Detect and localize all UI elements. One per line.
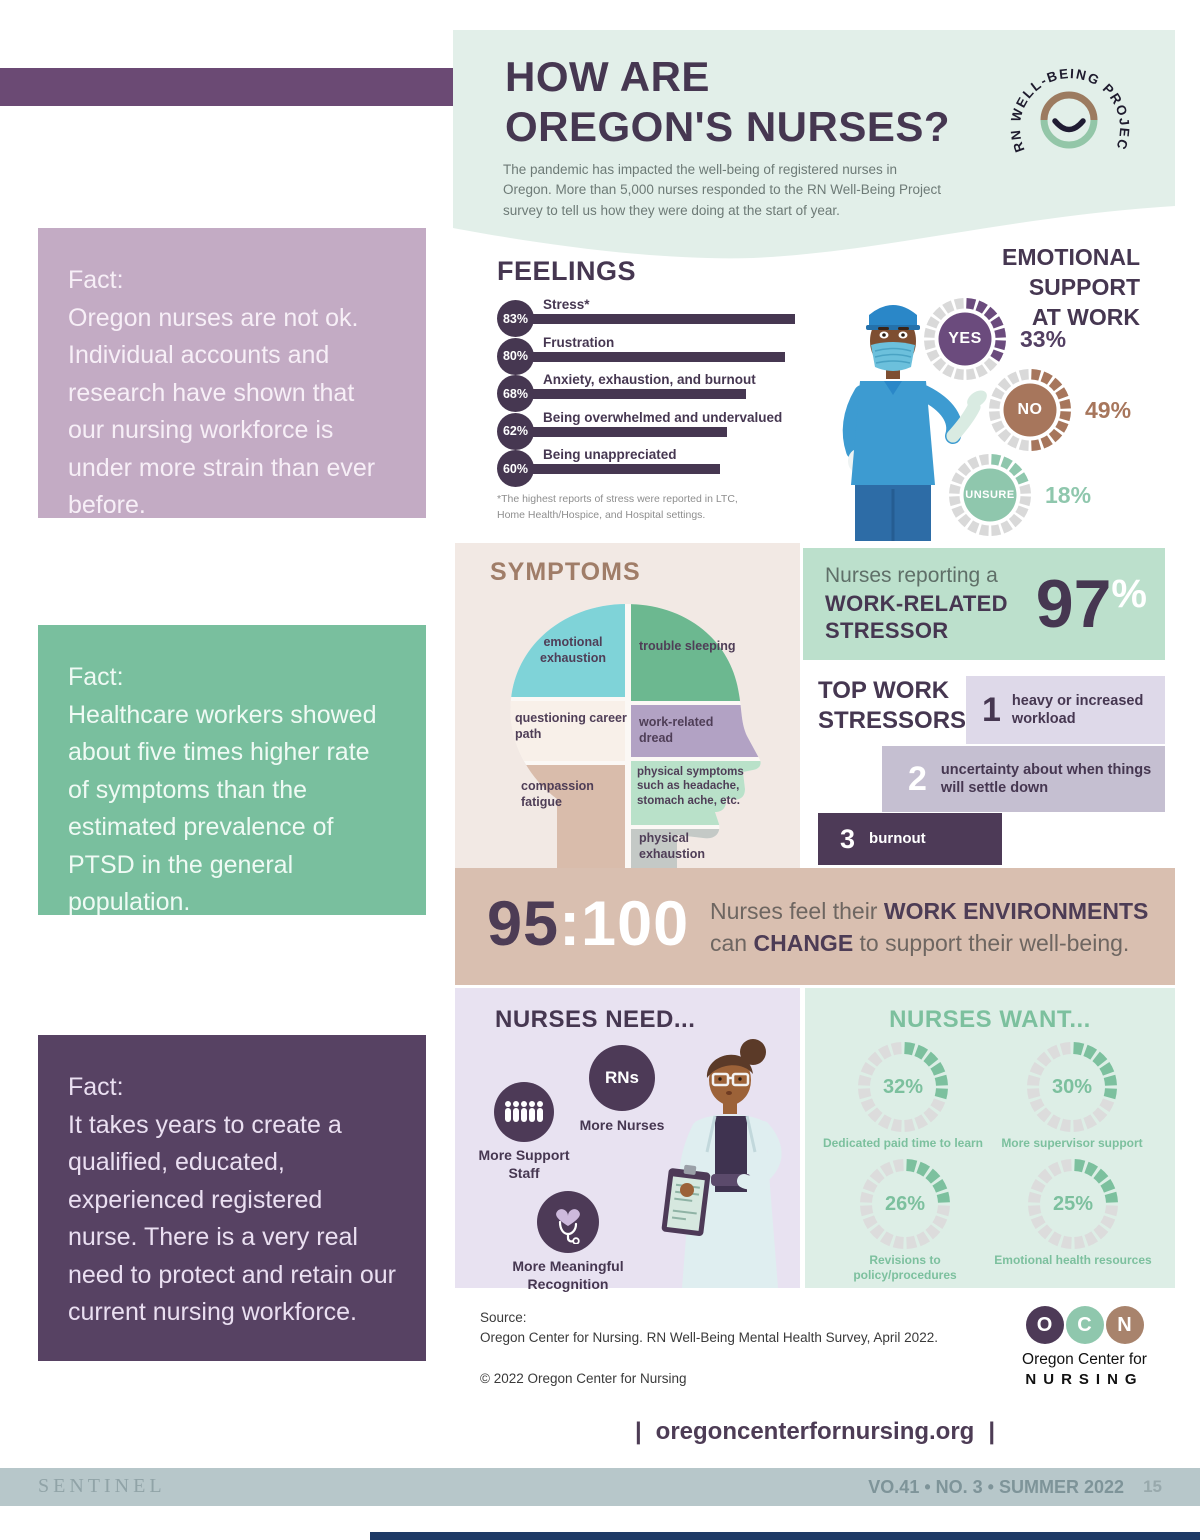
symptoms-panel: SYMPTOMS emotion [455,543,800,868]
symptom-label: questioning career path [515,711,627,741]
header-background [453,30,1175,262]
feelings-heading: FEELINGS [497,256,637,286]
symptom-label: physical symptoms such as headache, stom… [637,766,744,807]
feeling-row: Stress* 83% [497,297,817,337]
feeling-row: Anxiety, exhaustion, and burnout 68% [497,372,817,413]
ocn-letter-o: O [1025,1306,1064,1344]
male-nurse-illustration [798,293,988,541]
emotional-support-heading: EMOTIONAL SUPPORT AT WORK [1002,244,1140,330]
website-url: | oregoncenterfornursing.org | [634,1418,996,1445]
fact-text: Healthcare workers showed about five tim… [68,700,377,917]
symptom-label: trouble sleeping [639,639,736,653]
page-title: HOW ARE OREGON'S NURSES? [505,52,950,153]
symptom-label: compassion fatigue [521,779,594,809]
fact-label: Fact: [68,266,124,294]
ocn-logo: O C N Oregon Center for NURSING [1002,1306,1167,1388]
page-title-line1: HOW ARE [505,53,710,100]
nurses-need-heading: NURSES NEED... [495,1006,696,1033]
people-icon [505,1101,543,1122]
stressor-stat-bold1: WORK-RELATED [825,590,1008,616]
rn-wellbeing-project-logo-icon: RN WELL-BEING PROJECT [993,28,1140,182]
ratio-statement: Nurses feel their WORK ENVIRONMENTS can … [710,898,1149,957]
want-stat-policy-revisions: 26% Revisions to policy/procedures [820,1158,990,1283]
stressor-stat-bold2: STRESSOR [825,618,949,644]
feeling-row: Being overwhelmed and undervalued 62% [497,410,817,450]
fact-text: It takes years to create a qualified, ed… [68,1110,397,1327]
fact-box-2: Fact: Healthcare workers showed about fi… [38,625,426,916]
source-line: Oregon Center for Nursing. RN Well-Being… [480,1330,938,1346]
ratio-value: 95:100 [487,889,690,959]
heart-stethoscope-icon [556,1209,580,1244]
ocn-name-line2: NURSING [1025,1371,1144,1388]
top-work-stressors-heading: TOP WORK STRESSORS [818,677,967,734]
magazine-name: SENTINEL [38,1475,166,1497]
stressor-item-1: 1 heavy or increased workload [966,676,1165,744]
support-staff-icon [494,1082,554,1142]
issue-info: VO.41 • NO. 3 • SUMMER 2022 [868,1477,1124,1497]
feelings-footnote: *The highest reports of stress were repo… [497,493,738,521]
source-block: Source: Oregon Center for Nursing. RN We… [480,1308,938,1389]
symptoms-head-diagram: emotional exhaustion trouble sleeping qu… [465,595,795,868]
ocn-letter-c: C [1065,1306,1104,1344]
copyright: © 2022 Oregon Center for Nursing [480,1370,687,1386]
decorative-bottom-bar [370,1532,1200,1540]
stressor-item-3: 3 burnout [818,813,1002,865]
support-donut-yes: YES 33% [923,297,1066,381]
ocn-name-line1: Oregon Center for [1022,1351,1147,1368]
page-number: 15 [1143,1477,1162,1496]
feelings-bar-chart: Stress* 83% Frustration 80% Anxiety, exhaust… [497,297,817,488]
stressor-stat-percent: % [1111,572,1147,616]
source-label: Source: [480,1310,527,1325]
stressor-stat-intro: Nurses reporting a [825,564,998,588]
feeling-row: Frustration 80% [497,335,817,375]
nurses-need-panel: NURSES NEED... RNs More Nurses More Supp… [455,988,800,1292]
symptoms-heading: SYMPTOMS [490,558,641,586]
fact-label: Fact: [68,663,124,691]
page-footer: SENTINEL VO.41 • NO. 3 • SUMMER 2022 15 [0,1468,1200,1506]
nurses-want-panel: NURSES WANT... 32% Dedicated paid time to… [805,988,1175,1288]
fact-label: Fact: [68,1073,124,1101]
work-related-stressor-stat: Nurses reporting a WORK-RELATED STRESSOR… [803,548,1165,660]
fact-box-3: Fact: It takes years to create a qualifi… [38,1035,426,1361]
rns-badge: RNs [589,1045,655,1111]
want-stat-paid-time: 32% Dedicated paid time to learn [818,1041,988,1151]
stressor-item-2: 2 uncertainty about when things will set… [882,746,1165,812]
want-stat-emotional-health: 25% Emotional health resources [988,1158,1158,1268]
more-nurses-label: More Nurses [579,1117,665,1133]
symptom-label: physical exhaustion [639,831,705,861]
page-title-line2: OREGON'S NURSES? [505,103,951,151]
decorative-stripe [0,68,455,106]
support-donut-no: NO 49% [988,368,1131,452]
more-support-staff-label: More Support Staff [478,1147,570,1182]
intro-paragraph: The pandemic has impacted the well-being… [503,162,941,218]
symptom-label: emotional exhaustion [540,635,606,665]
fact-box-1: Fact: Oregon nurses are not ok. Individu… [38,228,426,519]
support-donut-unsure: UNSURE 18% [948,453,1091,537]
want-stat-supervisor-support: 30% More supervisor support [987,1041,1157,1151]
symptom-label: work-related dread [639,715,714,745]
nurses-want-heading: NURSES WANT... [889,1006,1091,1033]
recognition-icon-circle [537,1191,599,1253]
female-nurse-illustration [637,1032,800,1288]
fact-text: Oregon nurses are not ok. Individual acc… [68,303,376,520]
feeling-row: Being unappreciated 60% [497,447,817,488]
ratio-banner: 95:100 Nurses feel their WORK ENVIRONMEN… [455,868,1175,985]
more-meaningful-recognition-label: More Meaningful Recognition [512,1258,624,1293]
ocn-letter-n: N [1105,1306,1144,1344]
stressor-stat-value: 97 [1035,566,1112,642]
